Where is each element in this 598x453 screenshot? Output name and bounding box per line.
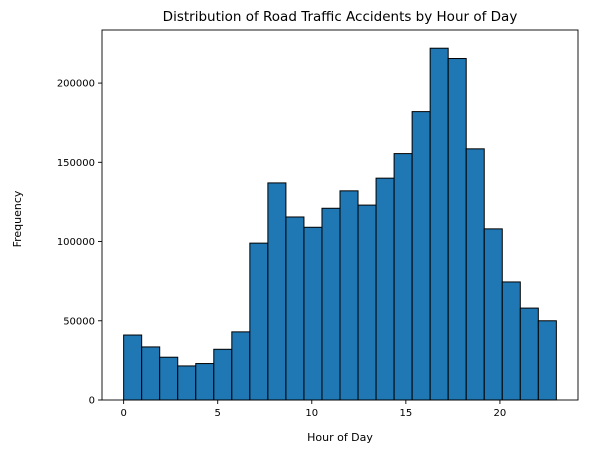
histogram-bar <box>231 331 251 401</box>
x-tick-label: 20 <box>494 408 507 419</box>
histogram-bar <box>519 307 539 401</box>
y-axis-label: Frequency <box>11 190 24 247</box>
x-tick-label: 5 <box>215 408 221 419</box>
histogram-bar <box>501 281 521 401</box>
chart-title: Distribution of Road Traffic Accidents b… <box>163 9 518 25</box>
histogram-bar <box>177 365 197 401</box>
y-tick-label: 200000 <box>57 79 95 90</box>
y-tick-label: 0 <box>89 396 95 407</box>
histogram-bar <box>339 190 359 401</box>
y-tick-label: 150000 <box>57 158 95 169</box>
x-tick-label: 15 <box>399 408 412 419</box>
y-tick-label: 100000 <box>57 237 95 248</box>
histogram-bar <box>483 228 503 401</box>
x-axis-label: Hour of Day <box>307 431 373 444</box>
histogram-bar <box>393 153 413 401</box>
histogram-bar <box>123 334 143 401</box>
histogram-bar <box>249 242 269 401</box>
histogram-bar <box>195 363 215 401</box>
y-axis-ticks: 0 50000 100000 150000 200000 <box>57 79 102 407</box>
y-tick-label: 50000 <box>63 316 95 327</box>
histogram-bar <box>303 226 323 401</box>
plot-frame <box>101 29 579 401</box>
histogram-bar <box>411 111 431 401</box>
x-tick-label: 0 <box>120 408 126 419</box>
x-tick-label: 10 <box>305 408 318 419</box>
histogram-bar <box>447 58 467 401</box>
bars-group <box>123 47 557 401</box>
histogram-bar <box>357 204 377 401</box>
x-axis-ticks: 0 5 10 15 20 <box>120 400 506 419</box>
histogram-bar <box>375 177 395 401</box>
histogram-bar <box>465 148 485 401</box>
histogram-bar <box>267 182 287 401</box>
histogram-bar <box>213 348 233 401</box>
histogram-bar <box>537 320 557 401</box>
histogram-bar <box>429 47 449 401</box>
histogram-bar <box>159 356 179 401</box>
histogram-bar <box>141 346 161 401</box>
histogram-bar <box>285 216 305 401</box>
histogram-bar <box>321 207 341 401</box>
